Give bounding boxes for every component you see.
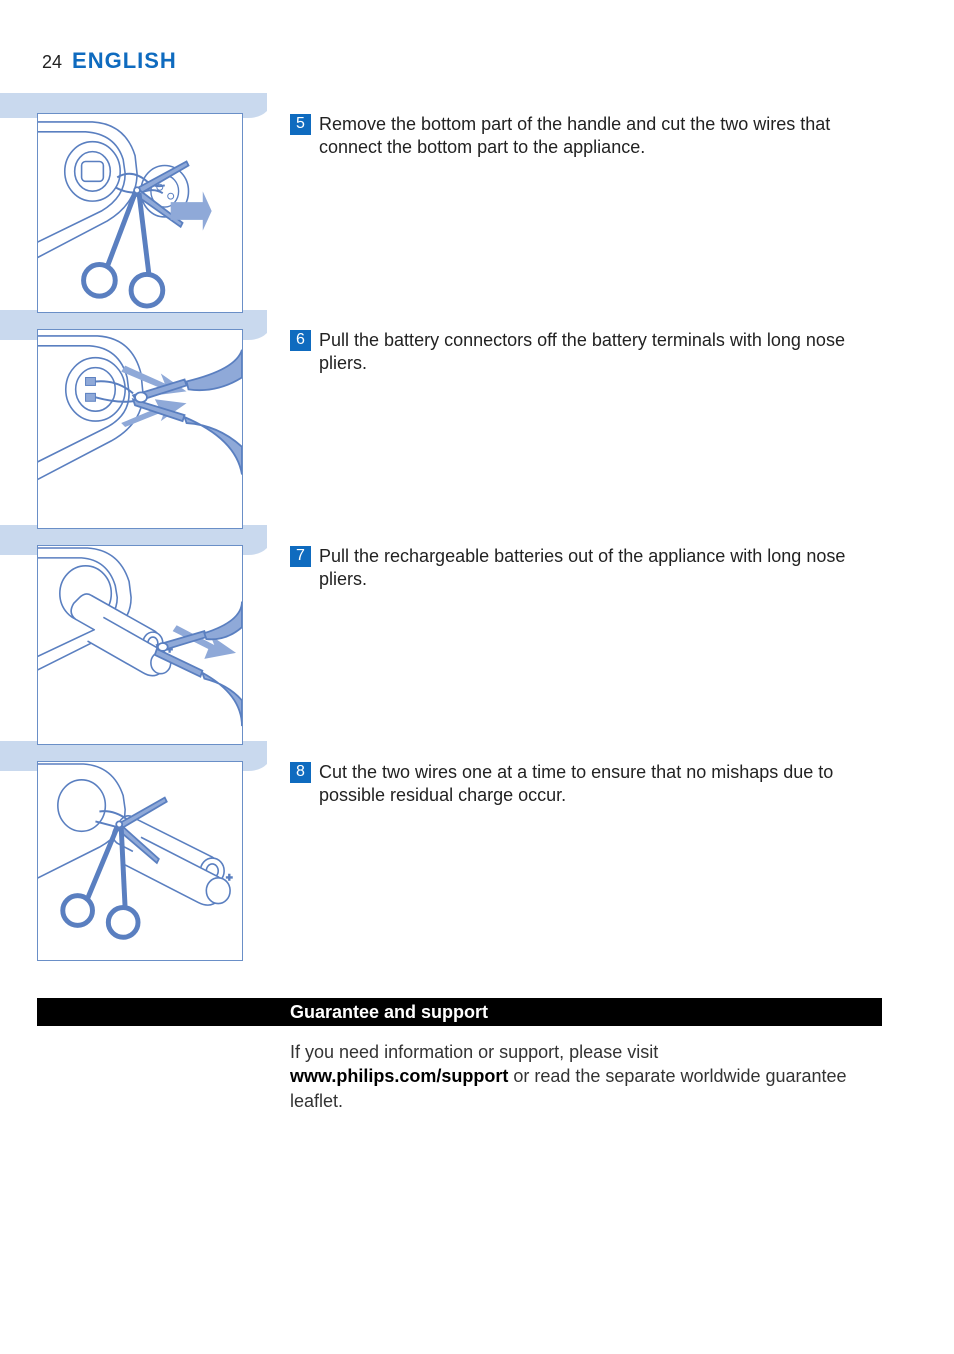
step-text: Remove the bottom part of the handle and… <box>319 113 890 160</box>
section-heading-bar: Guarantee and support <box>37 998 882 1026</box>
page-number: 24 <box>42 52 62 73</box>
support-paragraph: If you need information or support, plea… <box>290 1040 880 1113</box>
illustration-step-6 <box>37 329 243 529</box>
step-number-badge: 5 <box>290 114 311 135</box>
step-text: Pull the battery connectors off the batt… <box>319 329 890 376</box>
step-6: 6 Pull the battery connectors off the ba… <box>290 329 890 545</box>
section-title: Guarantee and support <box>290 1002 488 1023</box>
illustration-step-7: + <box>37 545 243 745</box>
language-title: ENGLISH <box>72 48 177 74</box>
illustration-step-8: + <box>37 761 243 961</box>
text-column: 5 Remove the bottom part of the handle a… <box>290 113 890 808</box>
step-7: 7 Pull the rechargeable batteries out of… <box>290 545 890 761</box>
step-text: Pull the rechargeable batteries out of t… <box>319 545 890 592</box>
step-number-badge: 7 <box>290 546 311 567</box>
step-number-badge: 6 <box>290 330 311 351</box>
support-text-pre: If you need information or support, plea… <box>290 1042 658 1062</box>
step-8: 8 Cut the two wires one at a time to ens… <box>290 761 890 808</box>
step-text: Cut the two wires one at a time to ensur… <box>319 761 890 808</box>
svg-text:+: + <box>226 872 232 884</box>
support-link-text: www.philips.com/support <box>290 1066 508 1086</box>
illustration-step-5 <box>37 113 243 313</box>
page-header: 24 ENGLISH <box>42 48 177 74</box>
step-number-badge: 8 <box>290 762 311 783</box>
illustration-column: + <box>37 113 267 961</box>
step-5: 5 Remove the bottom part of the handle a… <box>290 113 890 329</box>
